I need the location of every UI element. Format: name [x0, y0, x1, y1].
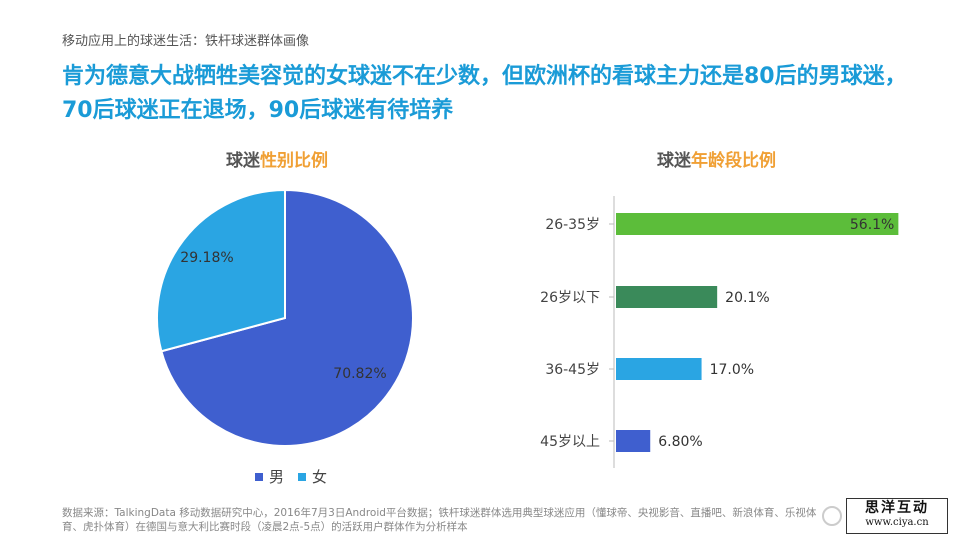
pie-slice-label-1: 29.18% [180, 250, 233, 266]
bar-title-accent: 年龄段比例 [691, 151, 776, 171]
watermark-logo: 思洋互动 www.ciya.cn [846, 498, 948, 534]
pie-title-accent: 性别比例 [260, 151, 328, 171]
watermark-url: www.ciya.cn [865, 517, 929, 528]
bar-3 [616, 430, 651, 452]
legend-item-female: 女 [298, 466, 327, 487]
pie-chart-title: 球迷性别比例 [226, 146, 328, 171]
watermark-icon [822, 506, 842, 526]
page-headline: 肯为德意大战牺牲美容觉的女球迷不在少数，但欧洲杯的看球主力还是80后的男球迷，7… [62, 64, 907, 123]
bar-category-label-2: 36-45岁 [545, 362, 600, 378]
pie-slice-label-0: 70.82% [333, 366, 386, 382]
legend-label-male: 男 [269, 468, 285, 486]
pie-title-prefix: 球迷 [226, 151, 260, 171]
pie-slice-1 [156, 188, 286, 353]
pie-legend: 男 女 [255, 466, 327, 487]
bar-category-label-3: 45岁以上 [540, 434, 600, 450]
bar-value-label-3: 6.80% [658, 434, 702, 450]
bar-value-label-2: 17.0% [710, 362, 754, 378]
bar-0 [616, 213, 899, 235]
legend-label-female: 女 [312, 468, 328, 486]
bar-value-label-1: 20.1% [725, 290, 769, 306]
bar-2 [616, 358, 702, 380]
bar-chart-title: 球迷年龄段比例 [657, 146, 776, 171]
pie-slice-0 [160, 188, 414, 447]
bar-1 [616, 286, 718, 308]
bar-title-prefix: 球迷 [657, 151, 691, 171]
legend-item-male: 男 [255, 466, 284, 487]
breadcrumb: 移动应用上的球迷生活：铁杆球迷群体画像 [62, 34, 310, 49]
bar-value-label-0: 56.1% [850, 217, 894, 233]
bar-category-label-0: 26-35岁 [545, 217, 600, 233]
legend-swatch-male [255, 472, 263, 481]
legend-swatch-female [298, 472, 307, 481]
footnote: 数据来源：TalkingData 移动数据研究中心，2016年7月3日Andro… [62, 507, 817, 533]
watermark-title: 思洋互动 [865, 500, 929, 516]
bar-category-label-1: 26岁以下 [540, 290, 600, 306]
